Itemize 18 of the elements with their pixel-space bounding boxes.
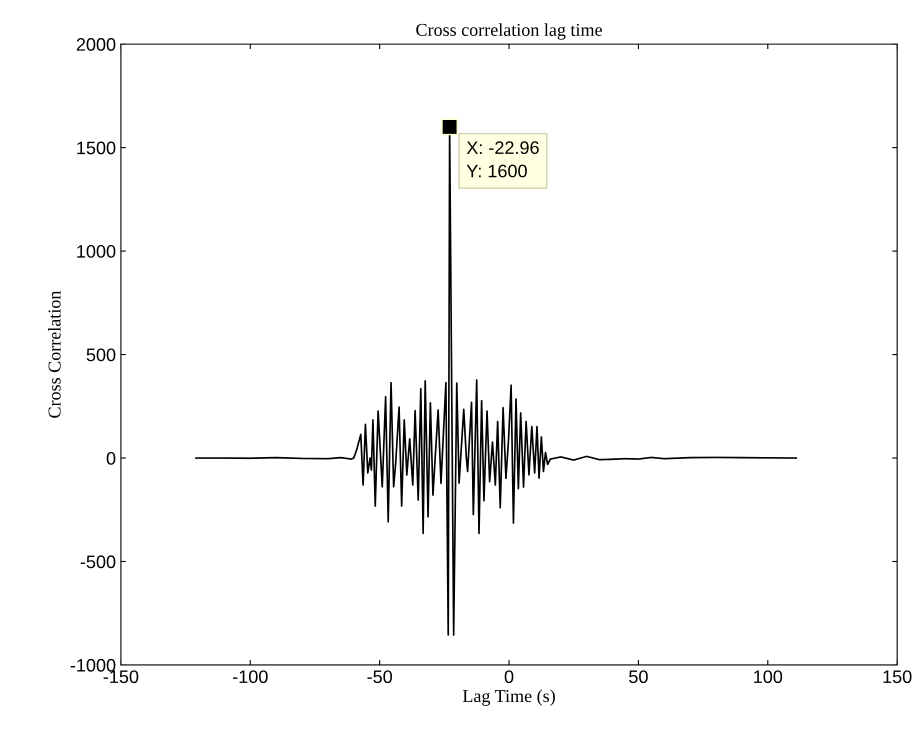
y-tick-label: -1000: [70, 658, 116, 672]
y-tick-label: 2000: [76, 38, 116, 51]
x-tick-label: 50: [629, 670, 648, 684]
y-tick-label: 1000: [77, 245, 116, 258]
x-tick-label: -150: [104, 670, 138, 684]
chart-title: Cross correlation lag time: [416, 23, 602, 40]
x-axis-title: Lag Time (s): [462, 689, 555, 706]
x-tick-label: -100: [233, 670, 268, 684]
y-axis-title: Cross Correlation: [48, 290, 61, 418]
annotation: X: -22.96 Y: 1600: [466, 141, 539, 178]
x-tick-label: 0: [504, 670, 514, 684]
y-tick-label: 0: [106, 452, 116, 465]
x-tick-label: 100: [754, 670, 782, 684]
x-tick-label: 150: [883, 670, 912, 684]
x-tick-label: -50: [367, 670, 392, 684]
y-tick-label: 500: [86, 348, 116, 362]
y-tick-label: -500: [80, 555, 116, 568]
y-tick-label: 1500: [77, 142, 116, 154]
